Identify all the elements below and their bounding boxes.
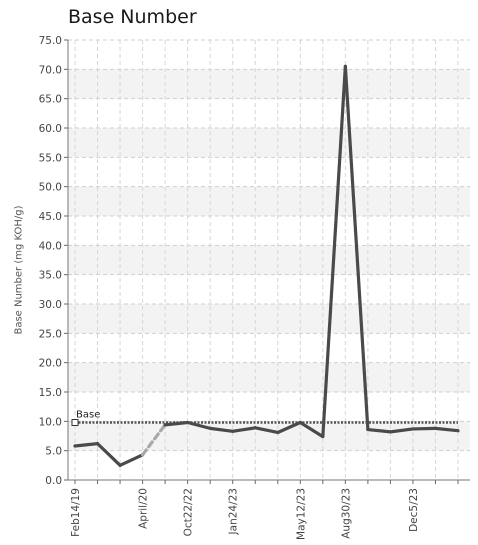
plot-band	[68, 245, 470, 275]
plot-band	[68, 421, 470, 451]
series-segment	[208, 426, 235, 433]
series-segment	[343, 64, 370, 432]
chart-title: Base Number	[68, 6, 197, 28]
series-segment	[433, 426, 460, 433]
plot-band	[68, 362, 470, 392]
y-tick-label: 40.0	[39, 240, 62, 252]
series-segment	[186, 420, 212, 430]
plot-band	[68, 128, 470, 158]
x-tick-label: Jan24/23	[228, 488, 240, 535]
series-segment	[73, 442, 100, 448]
series-segment	[411, 426, 438, 431]
series-segment	[253, 426, 280, 435]
y-tick-label: 5.0	[45, 446, 62, 458]
y-tick-label: 45.0	[39, 211, 62, 223]
baseline-label: Base	[76, 410, 100, 421]
series-segment	[366, 427, 393, 434]
y-tick-label: 60.0	[39, 123, 62, 135]
y-tick-label: 30.0	[39, 299, 62, 311]
series-segment	[118, 453, 145, 467]
plot-bands	[68, 69, 470, 451]
plot-band	[68, 69, 470, 99]
y-tick-label: 20.0	[39, 358, 62, 370]
series-segment	[231, 426, 257, 433]
series-segment	[321, 64, 347, 439]
axes	[64, 39, 470, 484]
x-tick-label: Oct22/22	[183, 488, 195, 536]
baseline-marker	[71, 419, 79, 427]
y-tick-label: 70.0	[39, 64, 62, 76]
series-segment	[388, 427, 415, 434]
series-segment	[298, 420, 325, 439]
y-tick-label: 10.0	[39, 416, 62, 428]
series-segment-dashed	[140, 423, 167, 457]
y-tick-label: 25.0	[39, 328, 62, 340]
y-tick-label: 75.0	[39, 35, 62, 47]
series-segment	[163, 420, 190, 427]
x-tick-label: May12/23	[295, 488, 307, 540]
y-tick-labels: 0.0 5.0 10.0 15.0 20.0 25.0 30.0 35.0 40.0 45.0 50…	[39, 35, 62, 487]
grid-lines	[68, 39, 470, 481]
x-tick-label: Aug30/23	[340, 488, 352, 539]
plot-band	[68, 186, 470, 216]
x-tick-label: April/20	[138, 488, 150, 529]
series-segment	[276, 420, 302, 435]
series-group	[73, 64, 460, 467]
y-tick-label: 35.0	[39, 270, 62, 282]
x-tick-label: Feb14/19	[70, 488, 82, 537]
x-tick-labels: Feb14/19 April/20 Oct22/22 Jan24/23 May12/23…	[70, 488, 420, 540]
y-tick-label: 65.0	[39, 94, 62, 106]
baseline-group: Base	[71, 410, 458, 427]
y-tick-label: 15.0	[39, 387, 62, 399]
y-tick-label: 55.0	[39, 152, 62, 164]
x-tick-label: Dec5/23	[408, 488, 420, 532]
y-tick-label: 50.0	[39, 182, 62, 194]
series-segment	[95, 442, 122, 467]
plot-band	[68, 304, 470, 334]
y-tick-label: 0.0	[45, 475, 62, 487]
